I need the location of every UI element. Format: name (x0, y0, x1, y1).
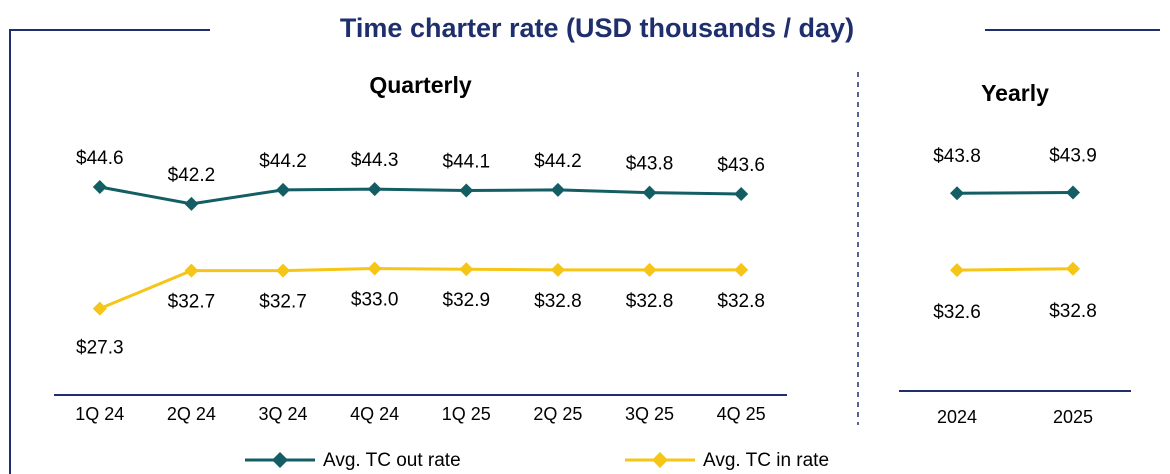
point-marker (184, 196, 199, 211)
data-label: $33.0 (351, 290, 399, 311)
x-tick-label: 3Q 24 (259, 404, 308, 424)
data-label: $44.1 (443, 152, 491, 173)
x-tick-label: 3Q 25 (625, 404, 674, 424)
point-marker (92, 180, 107, 195)
series-line (99, 267, 742, 310)
data-label: $27.3 (76, 338, 124, 359)
data-label: $44.6 (76, 148, 124, 169)
frame (9, 29, 1160, 474)
data-label: $32.7 (259, 292, 307, 313)
x-tick-label: 2025 (1053, 407, 1093, 427)
x-tick-label: 4Q 24 (350, 404, 399, 424)
series-line (956, 267, 1074, 272)
data-label: $42.2 (168, 165, 216, 186)
point-marker (734, 262, 749, 277)
panel-subtitle: Quarterly (369, 72, 471, 98)
point-marker (642, 262, 657, 277)
point-marker (1066, 261, 1080, 276)
x-tick-label: 2Q 24 (167, 404, 216, 424)
data-label: $32.6 (933, 302, 981, 323)
point-marker (550, 182, 565, 197)
point-marker (92, 301, 107, 316)
series-line (956, 191, 1074, 195)
panel-subtitle: Yearly (981, 80, 1049, 106)
point-marker (950, 263, 964, 278)
x-tick-label: 2024 (937, 407, 977, 427)
x-tick-label: 4Q 25 (717, 404, 766, 424)
data-label: $43.8 (933, 146, 981, 167)
data-label: $32.8 (626, 291, 674, 312)
data-label: $32.8 (534, 291, 582, 312)
point-marker (642, 185, 657, 200)
x-tick-label: 1Q 25 (442, 404, 491, 424)
point-marker (276, 182, 291, 197)
chart-title: Time charter rate (USD thousands / day) (340, 13, 854, 43)
legend-marker (272, 452, 288, 468)
data-label: $32.8 (1049, 301, 1097, 322)
point-marker (459, 262, 474, 277)
legend-marker (652, 452, 668, 468)
point-marker (459, 183, 474, 198)
data-label: $43.6 (717, 155, 765, 176)
point-marker (550, 262, 565, 277)
data-label: $43.9 (1049, 146, 1097, 167)
data-label: $32.8 (717, 291, 765, 312)
series-line (99, 185, 742, 206)
point-marker (367, 182, 382, 197)
point-marker (734, 187, 749, 202)
data-label: $43.8 (626, 154, 674, 175)
point-marker (367, 261, 382, 276)
data-label: $32.9 (443, 290, 491, 311)
data-label: $32.7 (168, 292, 216, 313)
data-label: $44.3 (351, 150, 399, 171)
point-marker (276, 263, 291, 278)
data-label: $44.2 (259, 151, 307, 172)
point-marker (1066, 185, 1080, 200)
data-label: $44.2 (534, 151, 582, 172)
point-marker (184, 263, 199, 278)
x-tick-label: 2Q 25 (533, 404, 582, 424)
point-marker (950, 186, 964, 201)
x-tick-label: 1Q 24 (75, 404, 124, 424)
legend-label: Avg. TC out rate (323, 450, 461, 471)
legend-label: Avg. TC in rate (703, 450, 829, 471)
